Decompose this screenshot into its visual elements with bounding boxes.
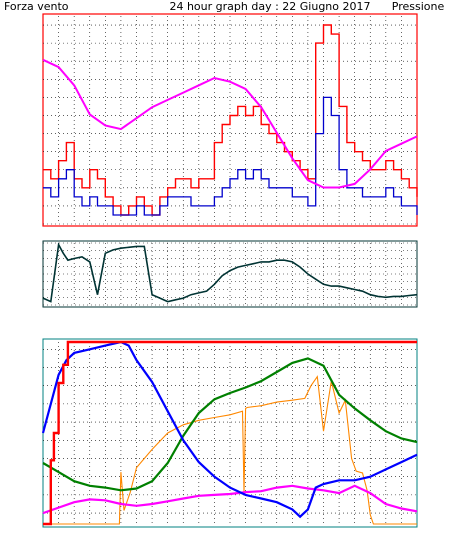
pressure-label: Pressione (392, 0, 445, 13)
solar-line (43, 375, 417, 525)
panel1-series (42, 24, 418, 216)
wind-direction-line (42, 242, 418, 303)
temperature-humidity-panel (41, 338, 418, 528)
wind-direction-panel (42, 240, 418, 308)
wind-pressure-panel (42, 13, 418, 227)
dewpoint-line (42, 484, 418, 515)
wind-force-label: Forza vento (4, 0, 69, 13)
pressure-line (42, 58, 418, 189)
humidity-line (41, 340, 418, 519)
gust-line (43, 96, 418, 216)
chart-title: 24 hour graph day : 22 Giugno 2017 (169, 0, 370, 13)
rain-line (43, 340, 417, 526)
panel3-series (41, 340, 418, 526)
panel1-frame (42, 13, 418, 227)
wind-speed-line (43, 24, 418, 216)
panel2-series (42, 242, 418, 303)
temperature-line (42, 357, 418, 492)
